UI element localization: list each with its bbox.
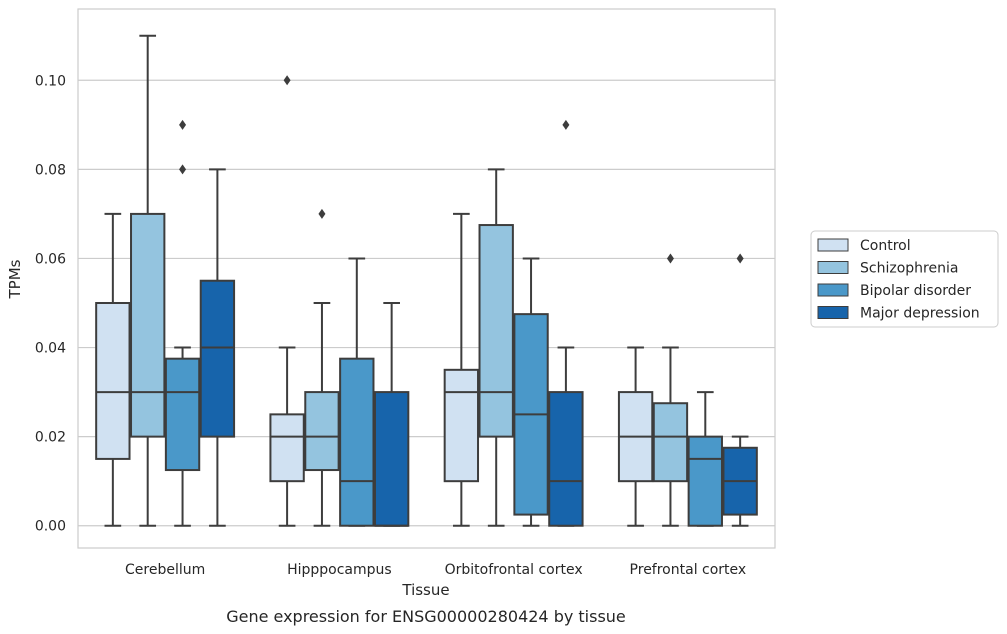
y-tick-label: 0.00	[35, 519, 66, 535]
x-tick-label: Cerebellum	[125, 562, 205, 578]
y-tick-label: 0.04	[35, 341, 66, 357]
legend-swatch	[817, 283, 849, 297]
outlier-point	[283, 75, 291, 86]
legend-frame	[810, 230, 999, 328]
box-control	[95, 212, 131, 527]
y-tick-label: 0.02	[35, 430, 66, 446]
x-tick-labels: Cerebellum Hipppocampus Orbitofrontal cort…	[125, 562, 746, 578]
y-tick-label: 0.10	[35, 73, 66, 89]
box-schizophrenia	[130, 34, 166, 527]
x-tick-label: Hipppocampus	[287, 562, 392, 578]
box-major-depression	[373, 302, 410, 527]
x-tick-label: Orbitofrontal cortex	[445, 562, 583, 578]
box-bipolar-disorder	[339, 257, 375, 527]
box-iqr	[164, 357, 201, 472]
box-layer	[95, 34, 758, 527]
chart-caption: Gene expression for ENSG00000280424 by t…	[226, 607, 626, 626]
legend-label: Bipolar disorder	[860, 283, 971, 299]
box-iqr	[304, 391, 340, 472]
legend-label: Major depression	[860, 306, 980, 322]
box-iqr	[652, 402, 689, 483]
box-iqr	[269, 413, 305, 483]
box-iqr	[130, 212, 166, 438]
y-tick-label: 0.08	[35, 162, 66, 178]
y-axis-title: TPMs	[6, 259, 24, 299]
outlier-point	[736, 253, 744, 264]
outlier-point	[666, 253, 674, 264]
box-iqr	[687, 435, 723, 527]
box-schizophrenia	[652, 253, 689, 527]
x-tick-label: Prefrontal cortex	[630, 562, 747, 578]
box-bipolar-disorder	[687, 391, 723, 527]
outlier-point	[179, 119, 187, 130]
y-tick-label: 0.06	[35, 251, 66, 267]
legend-label: Control	[860, 238, 911, 254]
legend: Control Schizophrenia Bipolar disorder Majo…	[810, 230, 999, 328]
box-major-depression	[199, 168, 236, 527]
box-major-depression	[722, 253, 758, 527]
box-control	[617, 346, 654, 527]
outlier-point	[562, 119, 570, 130]
box-control	[443, 212, 480, 527]
box-iqr	[199, 279, 236, 438]
legend-label: Schizophrenia	[860, 261, 958, 277]
box-bipolar-disorder	[164, 119, 201, 527]
plot-frame	[77, 8, 776, 549]
y-tick-labels: 0.00 0.02 0.04 0.06 0.08 0.10	[35, 73, 66, 534]
box-iqr	[339, 357, 375, 527]
legend-swatch	[817, 238, 849, 252]
box-iqr	[373, 391, 410, 527]
x-axis-title: Tissue	[401, 581, 449, 599]
box-bipolar-disorder	[513, 257, 549, 527]
box-control	[269, 75, 305, 527]
legend-swatch	[817, 306, 849, 319]
box-iqr	[478, 224, 514, 438]
box-iqr	[443, 368, 480, 483]
box-iqr	[548, 391, 584, 527]
box-major-depression	[548, 119, 584, 527]
box-iqr	[95, 302, 131, 460]
box-schizophrenia	[478, 168, 514, 527]
box-schizophrenia	[304, 208, 340, 527]
outlier-point	[318, 208, 326, 219]
legend-swatch	[817, 261, 849, 274]
outlier-point	[179, 164, 187, 175]
